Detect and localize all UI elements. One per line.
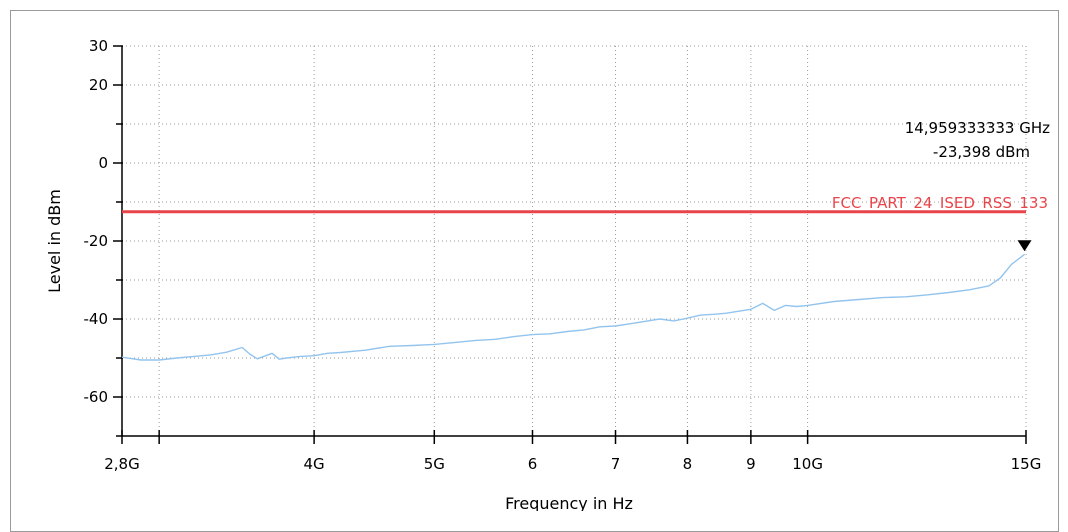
y-tick-label: -20	[84, 232, 109, 250]
marker-frequency-readout: 14,959333333 GHz	[905, 119, 1050, 137]
marker-group	[1017, 240, 1032, 252]
grid	[122, 45, 1027, 437]
x-axis-title: Frequency in Hz	[505, 494, 633, 511]
series-group	[121, 253, 1026, 361]
x-tick-label: 8	[683, 455, 693, 473]
x-tick-label: 9	[746, 455, 756, 473]
x-tick-label: 10G	[792, 455, 823, 473]
y-tick-label: 20	[89, 76, 108, 94]
axes: 30 20 0 -20 -40 -60 2,8G 4G 5G 6 7 8 9 10G 15G	[84, 37, 1042, 473]
y-axis-title: Level in dBm	[45, 189, 64, 293]
x-tick-label: 7	[611, 455, 621, 473]
spectrum-chart: 30 20 0 -20 -40 -60 2,8G 4G 5G 6 7 8 9 10G 15G Frequen…	[45, 37, 1050, 511]
x-tick-label: 6	[528, 455, 538, 473]
x-tick-label: 4G	[304, 455, 325, 473]
x-tick-label: 2,8G	[104, 455, 139, 473]
y-tick-label: 30	[89, 37, 108, 55]
x-tick-label: 15G	[1011, 455, 1042, 473]
y-tick-label: -40	[84, 310, 109, 328]
marker-triangle	[1017, 240, 1032, 252]
marker-level-readout: -23,398 dBm	[933, 143, 1030, 161]
series-line	[121, 253, 1026, 361]
chart-frame: 30 20 0 -20 -40 -60 2,8G 4G 5G 6 7 8 9 10G 15G Frequen…	[10, 10, 1059, 532]
y-tick-label: 0	[98, 154, 108, 172]
x-tick-label: 5G	[424, 455, 445, 473]
limit-line-label: FCC_PART_24_ISED_RSS_133	[832, 194, 1048, 213]
y-tick-label: -60	[84, 388, 109, 406]
